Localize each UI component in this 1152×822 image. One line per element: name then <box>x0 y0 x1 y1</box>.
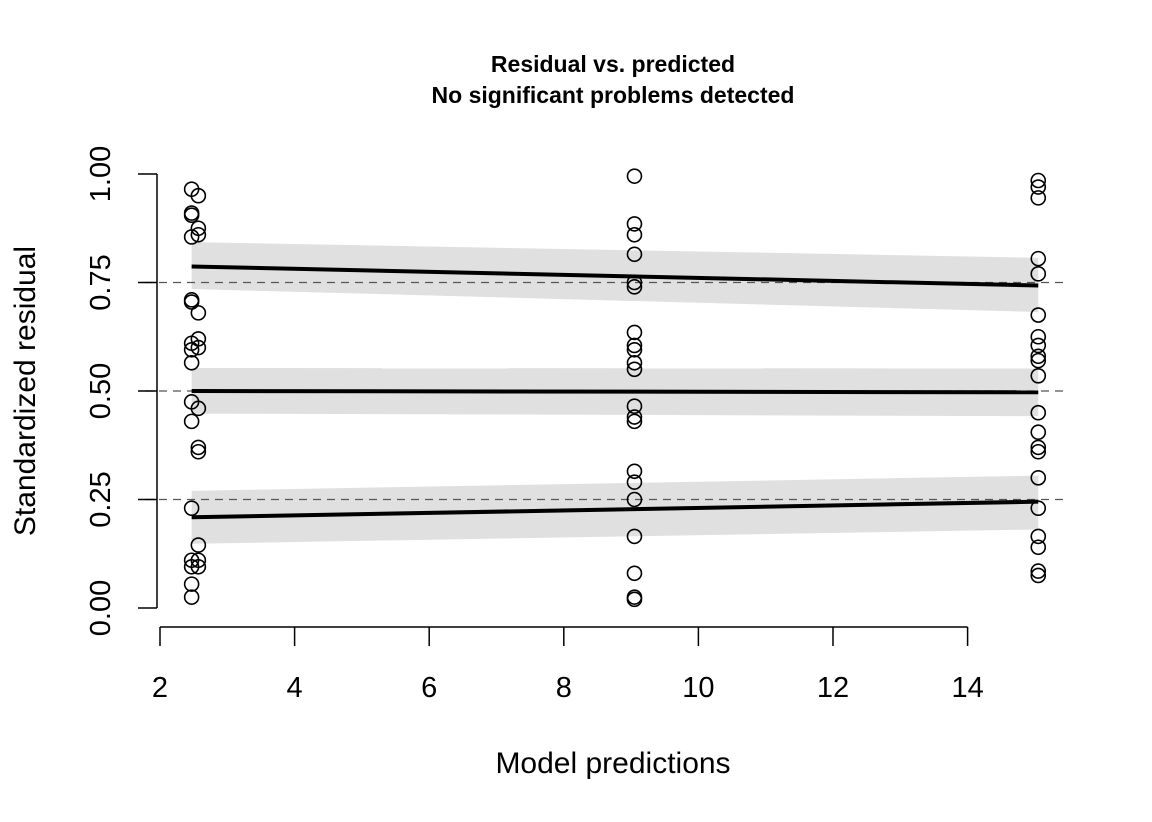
data-point <box>1030 439 1047 456</box>
x-tick-label: 8 <box>556 672 572 704</box>
data-point <box>1030 337 1047 354</box>
data-point <box>626 168 643 184</box>
data-point <box>1030 328 1047 345</box>
data-point <box>190 439 207 456</box>
data-point <box>1030 179 1047 195</box>
y-tick-label: 1.00 <box>85 146 117 202</box>
data-point <box>626 409 643 425</box>
data-point <box>626 274 643 291</box>
data-point <box>626 591 643 608</box>
data-point <box>1030 404 1047 421</box>
data-point <box>1030 539 1047 556</box>
data-point <box>626 528 643 545</box>
data-point <box>190 226 207 243</box>
data-point <box>190 400 207 417</box>
data-point <box>1030 528 1047 545</box>
data-point <box>626 279 643 295</box>
data-point <box>626 491 643 508</box>
y-axis: 0.00 0.25 0.50 0.75 1.00 <box>85 146 158 636</box>
y-tick-label: 0.00 <box>85 580 117 636</box>
data-point <box>1030 352 1047 369</box>
data-point <box>626 246 643 263</box>
chart-subtitle: No significant problems detected <box>432 82 795 108</box>
x-tick-label: 10 <box>682 672 714 704</box>
data-point <box>1030 172 1047 189</box>
quantile-line-q25 <box>191 499 1039 520</box>
data-point <box>626 398 643 414</box>
data-point <box>183 354 200 371</box>
data-point <box>626 413 643 430</box>
x-tick-label: 12 <box>817 672 849 704</box>
quantile-line-q50 <box>191 389 1039 395</box>
data-point <box>626 354 643 371</box>
data-point <box>190 305 207 321</box>
data-point <box>626 337 643 354</box>
data-point <box>626 216 643 232</box>
y-tick-label: 0.25 <box>85 471 117 527</box>
data-point <box>1030 500 1047 516</box>
data-point <box>1030 190 1047 206</box>
data-point <box>626 226 643 243</box>
data-point <box>1030 567 1047 584</box>
data-point <box>190 552 207 569</box>
data-point <box>1030 443 1047 460</box>
data-point <box>1030 266 1047 282</box>
x-tick-label: 14 <box>951 672 983 704</box>
data-point <box>190 443 207 460</box>
data-point <box>190 537 207 553</box>
x-axis: 2 4 6 8 10 12 14 <box>152 626 984 704</box>
data-point <box>626 324 643 341</box>
data-point <box>626 565 643 582</box>
data-point <box>183 576 200 592</box>
data-point <box>1030 368 1047 384</box>
y-tick-label: 0.50 <box>85 363 117 419</box>
y-axis-label: Standardized residual <box>9 246 42 536</box>
data-point <box>183 500 200 516</box>
data-point <box>1030 307 1047 323</box>
x-axis-label: Model predictions <box>495 747 730 780</box>
data-point <box>1030 250 1047 267</box>
data-point <box>1030 469 1047 486</box>
data-point <box>626 474 643 490</box>
data-point <box>626 341 643 358</box>
data-point <box>1030 348 1047 365</box>
data-point <box>190 331 207 347</box>
x-tick-label: 2 <box>152 672 168 704</box>
data-point <box>626 463 643 480</box>
x-tick-label: 6 <box>421 672 437 704</box>
y-tick-label: 0.75 <box>85 254 117 310</box>
data-point <box>183 589 200 605</box>
data-point <box>190 339 207 356</box>
quantile-lines <box>191 264 1039 520</box>
data-point <box>190 220 207 237</box>
quantile-line-q75 <box>191 264 1039 288</box>
x-tick-label: 4 <box>287 672 303 704</box>
data-point <box>1030 424 1047 441</box>
data-point <box>190 187 207 204</box>
data-point <box>1030 563 1047 579</box>
data-point <box>183 207 200 224</box>
data-point <box>626 361 643 378</box>
data-points <box>183 168 1047 608</box>
confidence-bands <box>191 242 1039 544</box>
data-point <box>190 558 207 575</box>
data-point <box>183 413 200 430</box>
chart-title: Residual vs. predicted <box>491 51 735 77</box>
